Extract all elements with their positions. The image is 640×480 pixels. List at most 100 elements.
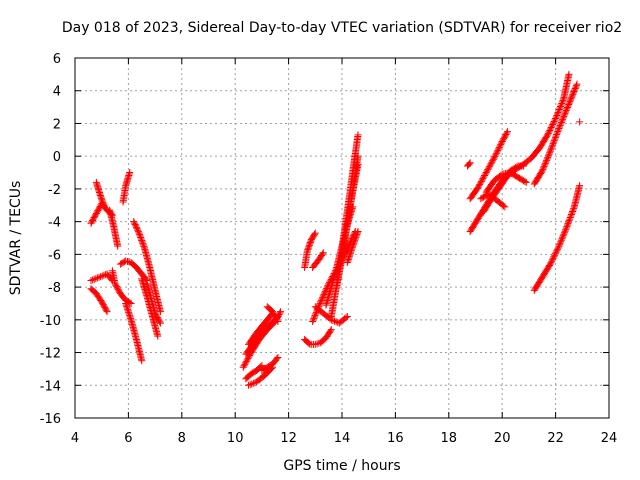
data-point — [562, 224, 570, 232]
x-tick-label: 6 — [124, 431, 132, 446]
data-point — [135, 229, 143, 237]
data-point — [276, 309, 284, 317]
series-arc-04 — [119, 169, 134, 206]
data-point — [114, 242, 122, 250]
data-point — [489, 157, 497, 165]
data-point — [96, 191, 104, 199]
y-tick-label: -8 — [48, 281, 61, 296]
data-point — [541, 161, 549, 169]
data-point — [313, 340, 321, 348]
data-point — [134, 228, 142, 236]
data-point — [92, 275, 100, 283]
data-point — [546, 126, 554, 134]
data-point — [497, 139, 505, 147]
data-point — [273, 355, 281, 363]
y-tick-label: -4 — [48, 216, 61, 231]
data-point — [559, 232, 567, 240]
data-point — [277, 308, 285, 316]
data-point — [240, 362, 248, 370]
data-point — [485, 163, 493, 171]
data-point — [549, 120, 557, 128]
data-point — [550, 253, 558, 261]
data-point — [570, 87, 578, 95]
data-point — [242, 357, 250, 365]
data-point — [544, 153, 552, 161]
data-point — [549, 254, 557, 262]
x-tick-label: 12 — [280, 431, 297, 446]
data-point — [466, 159, 474, 167]
series-arc-02 — [92, 178, 108, 211]
data-point — [563, 223, 571, 231]
data-point — [485, 164, 493, 172]
y-tick-label: -10 — [40, 314, 61, 329]
data-point — [87, 277, 95, 285]
data-point — [554, 245, 562, 253]
data-point — [132, 222, 140, 230]
data-point — [312, 310, 320, 318]
data-point — [126, 169, 134, 177]
data-point — [559, 96, 567, 104]
data-point — [550, 138, 558, 146]
chart-title: Day 018 of 2023, Sidereal Day-to-day VTE… — [62, 20, 622, 36]
data-point — [350, 238, 358, 246]
data-point — [571, 85, 579, 93]
data-point — [130, 219, 138, 227]
data-point — [481, 171, 489, 179]
data-point — [98, 196, 106, 204]
data-point — [95, 273, 103, 281]
data-point — [546, 147, 554, 155]
data-point — [244, 354, 252, 362]
data-point — [136, 232, 144, 240]
data-point — [311, 229, 319, 237]
data-point — [249, 379, 257, 387]
data-point — [552, 132, 560, 140]
data-point — [550, 137, 558, 145]
data-point — [137, 234, 145, 242]
data-point — [544, 152, 552, 160]
data-point — [326, 327, 334, 335]
data-point — [551, 135, 559, 143]
data-point — [543, 156, 551, 164]
data-point — [545, 150, 553, 158]
data-point — [274, 317, 282, 325]
data-point — [97, 193, 105, 201]
y-tick-label: -6 — [48, 248, 61, 263]
data-point — [124, 257, 132, 265]
y-axis-ticks: -16 -14 -12 -10 -8 -6 -4 -2 0 2 4 6 — [40, 52, 609, 427]
data-point — [558, 235, 566, 243]
data-point — [138, 357, 146, 365]
data-point — [327, 316, 335, 324]
data-point — [465, 160, 473, 168]
data-point — [274, 353, 282, 361]
data-point — [553, 129, 561, 137]
data-point — [554, 126, 562, 134]
series-arc-12 — [143, 280, 164, 327]
data-point — [539, 165, 547, 173]
data-point — [557, 120, 565, 128]
data-point — [540, 162, 548, 170]
data-point — [551, 116, 559, 124]
data-point — [551, 251, 559, 259]
data-point — [487, 160, 495, 168]
data-point — [552, 113, 560, 121]
series-arc-30 — [463, 159, 474, 170]
data-point — [317, 296, 325, 304]
data-point — [474, 183, 482, 191]
data-point — [305, 243, 313, 251]
data-point — [567, 211, 575, 219]
x-tick-label: 22 — [547, 431, 564, 446]
data-point — [90, 275, 98, 283]
data-point — [559, 233, 567, 241]
data-point — [552, 248, 560, 256]
data-point — [480, 173, 488, 181]
data-point — [318, 250, 326, 258]
data-point — [486, 161, 494, 169]
x-tick-label: 20 — [494, 431, 511, 446]
x-axis-ticks: 4 6 8 10 12 14 16 18 20 22 24 — [71, 58, 617, 446]
data-point — [491, 152, 499, 160]
data-point — [497, 171, 505, 179]
series-arc-20 — [301, 229, 319, 271]
data-point — [547, 123, 555, 131]
y-tick-label: -16 — [40, 412, 61, 427]
data-point — [556, 239, 564, 247]
